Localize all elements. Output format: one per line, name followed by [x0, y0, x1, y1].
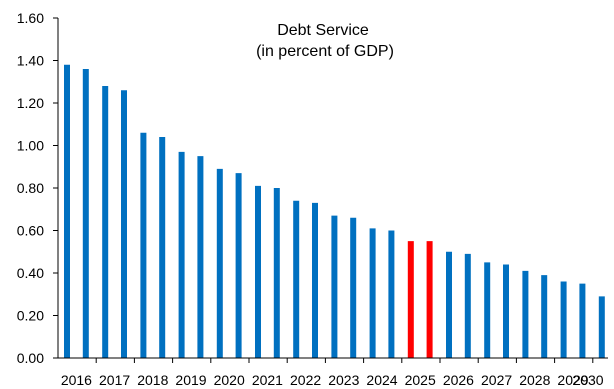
- bar: [369, 228, 376, 358]
- bar: [197, 156, 204, 358]
- x-tick-label: 2023: [328, 372, 359, 388]
- bar: [273, 188, 280, 358]
- bar: [178, 151, 185, 358]
- bar: [560, 281, 567, 358]
- bar: [484, 262, 491, 358]
- x-tick-label: 2022: [290, 372, 321, 388]
- y-tick-label: 1.40: [17, 53, 44, 69]
- y-tick-label: 1.20: [17, 95, 44, 111]
- bar: [388, 230, 395, 358]
- bar: [579, 283, 586, 358]
- bar: [312, 202, 318, 358]
- bar: [235, 173, 242, 358]
- y-tick-label: 0.00: [17, 350, 44, 366]
- bar: [293, 200, 300, 358]
- x-axis-ticks: 2016 2017 2018 2019 2020 2021 2022 2023 2024 2025…: [61, 358, 604, 388]
- y-tick-label: 1.00: [17, 138, 44, 154]
- y-tick-label: 0.80: [17, 180, 44, 196]
- x-tick-label: 2016: [61, 372, 92, 388]
- bar: [64, 64, 70, 358]
- bar: [446, 251, 452, 358]
- y-tick-label: 0.60: [17, 223, 44, 239]
- bar: [464, 253, 471, 358]
- y-tick-label: 0.20: [17, 308, 44, 324]
- bar: [541, 275, 548, 358]
- x-tick-label: 2027: [481, 372, 512, 388]
- x-tick-label: 2029: [557, 372, 588, 388]
- x-tick-label: 2028: [519, 372, 550, 388]
- bar: [82, 69, 89, 358]
- bar: [598, 296, 605, 358]
- bar: [522, 270, 529, 358]
- bar: [255, 185, 261, 358]
- x-tick-label: 2021: [252, 372, 283, 388]
- bar: [426, 241, 433, 358]
- x-tick-label: 2017: [99, 372, 130, 388]
- bar: [331, 215, 338, 358]
- bar: [140, 132, 147, 358]
- chart-subtitle: (in percent of GDP): [256, 43, 394, 60]
- bar: [102, 86, 109, 358]
- bar: [159, 137, 166, 358]
- x-tick-label: 2026: [443, 372, 474, 388]
- y-tick-label: 1.60: [17, 10, 44, 26]
- chart-title: Debt Service: [277, 22, 369, 39]
- x-tick-label: 2024: [366, 372, 397, 388]
- x-tick-label: 2020: [214, 372, 245, 388]
- bar: [407, 241, 414, 358]
- bar: [350, 217, 357, 358]
- x-tick-label: 2025: [405, 372, 436, 388]
- bar: [503, 264, 509, 358]
- x-tick-label: 2019: [175, 372, 206, 388]
- bar: [121, 90, 127, 358]
- y-axis-ticks: 0.00 0.20 0.40 0.60 0.80 1.00 1.20 1.40 1.60: [17, 10, 58, 366]
- bar: [216, 168, 223, 358]
- x-tick-label: 2018: [137, 372, 168, 388]
- bar-group: [64, 64, 605, 358]
- x-tick-label: 2030: [572, 372, 603, 388]
- y-tick-label: 0.40: [17, 265, 44, 281]
